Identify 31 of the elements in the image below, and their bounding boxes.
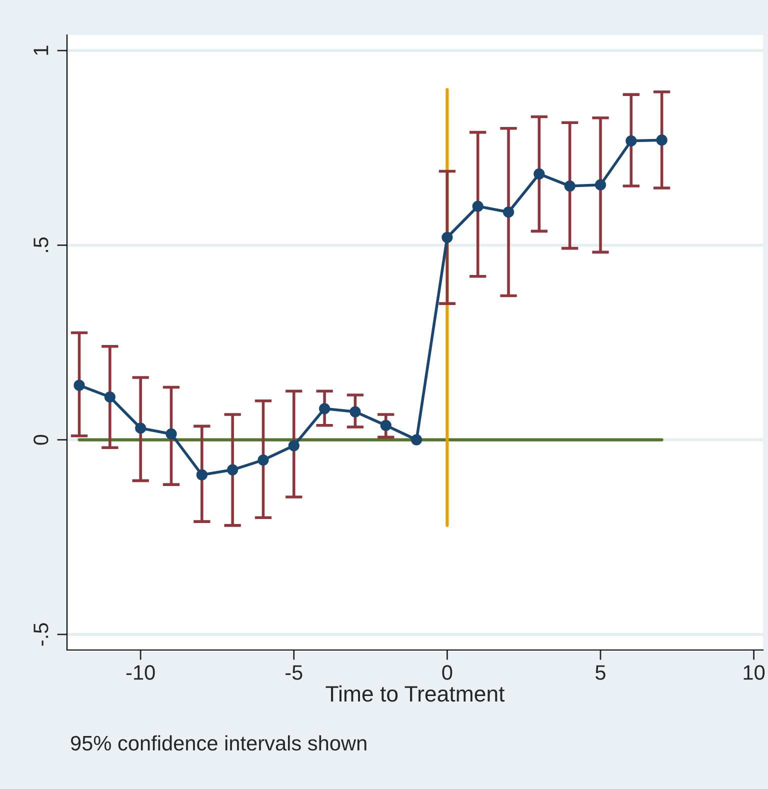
point xyxy=(318,403,330,414)
x-tick-label: 5 xyxy=(596,665,606,680)
point xyxy=(227,464,238,476)
point xyxy=(410,434,422,446)
y-tick-label: 1 xyxy=(34,46,48,55)
point xyxy=(380,420,392,431)
text: 95% confidence intervals shown xyxy=(70,735,366,751)
point xyxy=(258,454,269,466)
x-tick-label: 10 xyxy=(744,665,765,680)
point xyxy=(626,135,637,146)
point xyxy=(564,180,576,192)
point xyxy=(104,391,116,403)
x-tick-label: -10 xyxy=(126,665,155,680)
x-axis-title: Time to Treatment xyxy=(326,685,505,702)
point xyxy=(350,406,361,418)
point xyxy=(166,428,177,440)
point xyxy=(656,134,668,146)
point xyxy=(502,206,514,218)
point xyxy=(196,469,208,480)
y-tick-label: -.5 xyxy=(34,623,48,646)
x-tick-label: -5 xyxy=(286,665,302,680)
point xyxy=(288,440,300,452)
x-tick-label: 0 xyxy=(442,665,452,680)
point xyxy=(135,422,146,434)
point xyxy=(594,179,606,190)
y-tick-label: 0 xyxy=(34,434,48,445)
point xyxy=(74,380,85,391)
point xyxy=(472,200,484,212)
point xyxy=(534,168,545,180)
point xyxy=(442,232,453,243)
y-tick-label: .5 xyxy=(34,237,48,252)
